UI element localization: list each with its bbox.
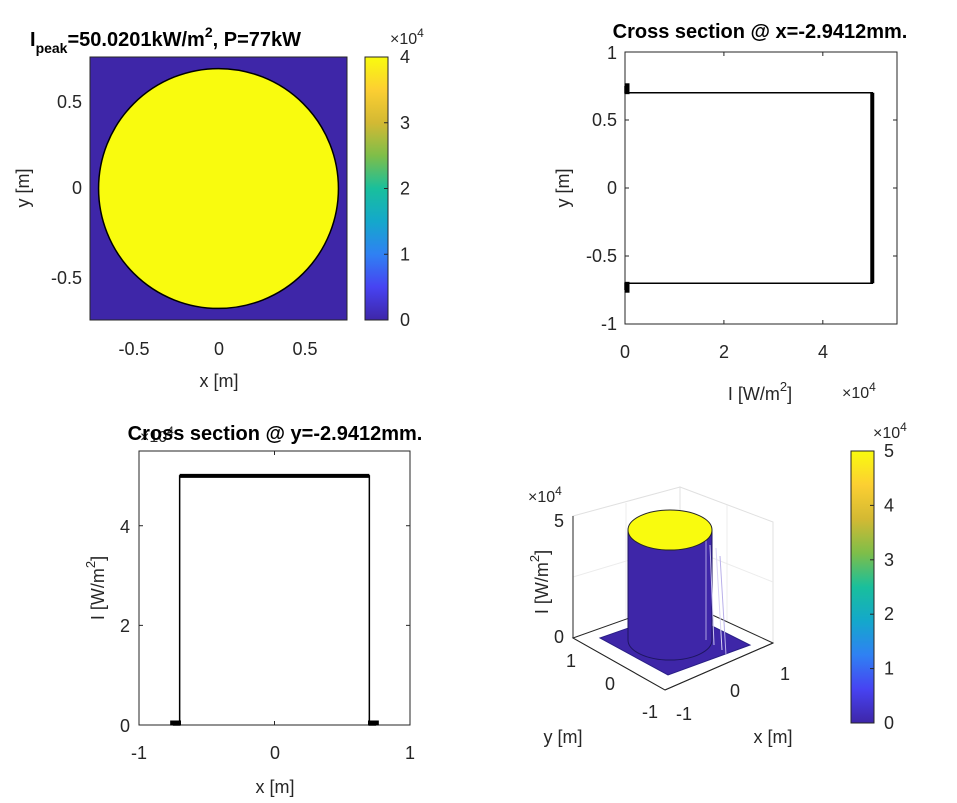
cross-x-ytick-label: 0.5: [592, 110, 617, 130]
cross-section-x-subplot: Cross section @ x=-2.9412mm. 0 2 4 1 0.5…: [553, 21, 907, 404]
surface-colorbar-tick-label: 3: [884, 550, 894, 570]
cross-x-ytick-label: 0: [607, 178, 617, 198]
cross-y-ytick-label: 0: [120, 716, 130, 736]
cross-y-xtick-label: 0: [270, 743, 280, 763]
heatmap-ylabel: y [m]: [13, 169, 33, 208]
cross-y-ylabel: I [W/m2]: [83, 556, 108, 620]
heatmap-title: Ipeak=50.0201kW/m2, P=77kW: [30, 24, 301, 56]
cross-x-xlabel: I [W/m2]: [728, 379, 792, 404]
surface-colorbar-tick-label: 2: [884, 604, 894, 624]
heatmap-ytick-label: 0.5: [57, 92, 82, 112]
surface-ylabel: y [m]: [544, 727, 583, 747]
cross-y-ticks: [138, 451, 411, 726]
surface-cylinder-body: [627, 529, 713, 661]
heatmap-colorbar-exponent: ×104: [390, 26, 424, 48]
heatmap-colorbar-tick-label: 3: [400, 113, 410, 133]
surface-ytick-label: 1: [566, 651, 576, 671]
surface-xtick-label: 1: [780, 664, 790, 684]
cross-x-title: Cross section @ x=-2.9412mm.: [613, 21, 908, 43]
heatmap-xtick-label: 0.5: [292, 339, 317, 359]
cross-y-ytick-label: 2: [120, 616, 130, 636]
heatmap-xtick-label: -0.5: [118, 339, 149, 359]
surface-xlabel: x [m]: [754, 727, 793, 747]
surface-z-exponent: ×104: [528, 484, 562, 506]
cross-x-ticks: [624, 51, 897, 325]
heatmap-xtick-label: 0: [214, 339, 224, 359]
surface-colorbar-tick-label: 5: [884, 441, 894, 461]
surface-cylinder-top: [627, 509, 713, 551]
surface-ytick-label: 0: [605, 674, 615, 694]
cross-y-exponent: ×104: [140, 424, 174, 446]
cross-x-xtick-label: 2: [719, 342, 729, 362]
surface-colorbar-tick-label: 4: [884, 495, 894, 515]
surface-x-axis: [664, 642, 774, 691]
cross-x-axes-box: [624, 51, 898, 325]
heatmap-colorbar-ticks: 0 1 2 3 4: [384, 47, 410, 330]
heatmap-colorbar-tick-label: 4: [400, 47, 410, 67]
surface-ytick-label: -1: [642, 702, 658, 722]
cross-section-y-subplot: ×104 Cross section @ y=-2.9412mm. -1 0 1…: [83, 423, 422, 797]
heatmap-colorbar-tick-label: 0: [400, 310, 410, 330]
cross-y-axes-box: [138, 450, 411, 726]
heatmap-xlabel: x [m]: [200, 371, 239, 391]
heatmap-axes-box: [89, 56, 348, 321]
cross-x-ytick-label: 1: [607, 43, 617, 63]
cross-y-xtick-label: 1: [405, 743, 415, 763]
surface-colorbar-exponent: ×104: [873, 420, 907, 442]
surface-cylinder-shade: [719, 555, 727, 656]
cross-x-ytick-label: -0.5: [586, 246, 617, 266]
surface-colorbar-ticks: 0 1 2 3 4 5: [870, 441, 894, 733]
surface-colorbar-tick-label: 0: [884, 713, 894, 733]
heatmap-colorbar-tick-label: 1: [400, 244, 410, 264]
surface-xtick-label: -1: [676, 704, 692, 724]
cross-x-exponent: ×104: [842, 380, 876, 402]
cross-x-xtick-label: 4: [818, 342, 828, 362]
surface-ztick-label: 5: [554, 511, 564, 531]
heatmap-colorbar-tick-label: 2: [400, 179, 410, 199]
surface-ztick-label: 0: [554, 627, 564, 647]
surface-cylinder-shade: [709, 544, 715, 646]
surface-colorbar: [850, 450, 875, 724]
heatmap-ytick-label: 0: [72, 178, 82, 198]
heatmap-subplot: Ipeak=50.0201kW/m2, P=77kW -0.5 0 0.5 0.…: [13, 24, 424, 391]
cross-x-ytick-label: -1: [601, 314, 617, 334]
surface-colorbar-tick-label: 1: [884, 659, 894, 679]
surface-xtick-label: 0: [730, 681, 740, 701]
heatmap-disk: [97, 67, 340, 310]
cross-x-ylabel: y [m]: [553, 169, 573, 208]
cross-y-xlabel: x [m]: [256, 777, 295, 797]
surface-y-axis: [572, 637, 666, 691]
cross-y-xtick-label: -1: [131, 743, 147, 763]
cross-x-xtick-label: 0: [620, 342, 630, 362]
surface-zlabel: I [W/m2]: [527, 550, 552, 614]
cross-y-ytick-label: 4: [120, 517, 130, 537]
surface-cylinder-shade: [715, 547, 723, 651]
heatmap-ytick-label: -0.5: [51, 268, 82, 288]
cross-y-title: Cross section @ y=-2.9412mm.: [128, 423, 423, 445]
surface-subplot: ×104 5 0 I [W/m2] 1 0 -1 -1 0 1 y [m] x …: [527, 420, 907, 747]
